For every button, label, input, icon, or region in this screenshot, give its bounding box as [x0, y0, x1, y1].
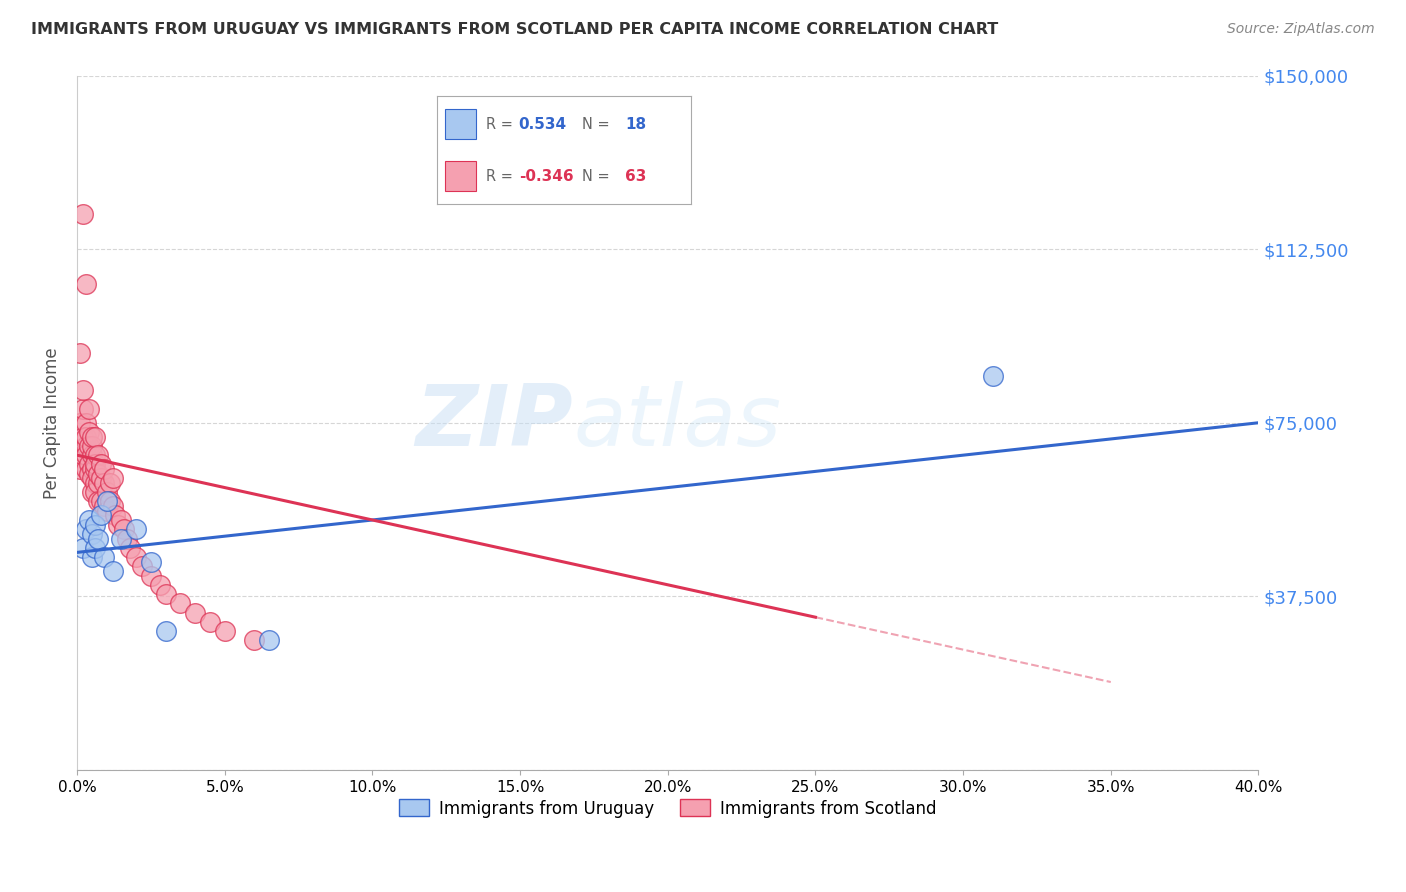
Point — [83, 475, 105, 490]
Text: ZIP: ZIP — [416, 381, 574, 464]
Point — [155, 587, 177, 601]
Point — [139, 568, 162, 582]
Point — [198, 615, 221, 629]
Point — [125, 522, 148, 536]
Point — [98, 475, 121, 490]
Point — [96, 485, 118, 500]
Point — [77, 401, 100, 416]
Point — [149, 578, 172, 592]
Point — [83, 458, 105, 472]
Point — [80, 448, 103, 462]
Point — [77, 513, 100, 527]
Point — [87, 532, 110, 546]
Text: IMMIGRANTS FROM URUGUAY VS IMMIGRANTS FROM SCOTLAND PER CAPITA INCOME CORRELATIO: IMMIGRANTS FROM URUGUAY VS IMMIGRANTS FR… — [31, 22, 998, 37]
Point — [110, 513, 132, 527]
Text: atlas: atlas — [574, 381, 782, 464]
Point — [257, 633, 280, 648]
Point — [77, 458, 100, 472]
Point — [72, 448, 94, 462]
Point — [69, 416, 91, 430]
Legend: Immigrants from Uruguay, Immigrants from Scotland: Immigrants from Uruguay, Immigrants from… — [392, 793, 943, 824]
Point — [75, 448, 97, 462]
Point — [77, 439, 100, 453]
Text: Source: ZipAtlas.com: Source: ZipAtlas.com — [1227, 22, 1375, 37]
Point — [72, 401, 94, 416]
Point — [83, 430, 105, 444]
Point — [72, 207, 94, 221]
Point — [93, 499, 115, 513]
Point — [72, 384, 94, 398]
Point — [83, 462, 105, 476]
Point — [80, 485, 103, 500]
Point — [72, 430, 94, 444]
Point — [87, 448, 110, 462]
Point — [87, 467, 110, 481]
Y-axis label: Per Capita Income: Per Capita Income — [44, 347, 60, 499]
Point — [80, 549, 103, 564]
Point — [110, 532, 132, 546]
Point — [77, 467, 100, 481]
Point — [139, 555, 162, 569]
Point — [96, 504, 118, 518]
Point — [80, 430, 103, 444]
Point — [80, 527, 103, 541]
Point — [93, 462, 115, 476]
Point — [101, 564, 124, 578]
Point — [83, 517, 105, 532]
Point — [981, 369, 1004, 384]
Point — [75, 462, 97, 476]
Point — [83, 541, 105, 555]
Point — [87, 475, 110, 490]
Point — [120, 541, 142, 555]
Point — [75, 439, 97, 453]
Point — [112, 522, 135, 536]
Point — [93, 549, 115, 564]
Point — [80, 462, 103, 476]
Point — [83, 448, 105, 462]
Point — [107, 517, 129, 532]
Point — [69, 346, 91, 360]
Point — [101, 471, 124, 485]
Point — [90, 508, 112, 523]
Point — [83, 485, 105, 500]
Point — [131, 559, 153, 574]
Point — [80, 471, 103, 485]
Point — [75, 522, 97, 536]
Point — [80, 439, 103, 453]
Point — [243, 633, 266, 648]
Point — [90, 494, 112, 508]
Point — [75, 430, 97, 444]
Point — [104, 508, 127, 523]
Point — [155, 624, 177, 639]
Point — [87, 494, 110, 508]
Point — [214, 624, 236, 639]
Point — [169, 596, 191, 610]
Point — [90, 458, 112, 472]
Point — [184, 606, 207, 620]
Point — [125, 549, 148, 564]
Point — [96, 494, 118, 508]
Point — [77, 425, 100, 439]
Point — [75, 416, 97, 430]
Point — [101, 499, 124, 513]
Point — [72, 541, 94, 555]
Point — [117, 532, 139, 546]
Point — [75, 277, 97, 291]
Point — [98, 494, 121, 508]
Point — [90, 471, 112, 485]
Point — [69, 462, 91, 476]
Point — [93, 475, 115, 490]
